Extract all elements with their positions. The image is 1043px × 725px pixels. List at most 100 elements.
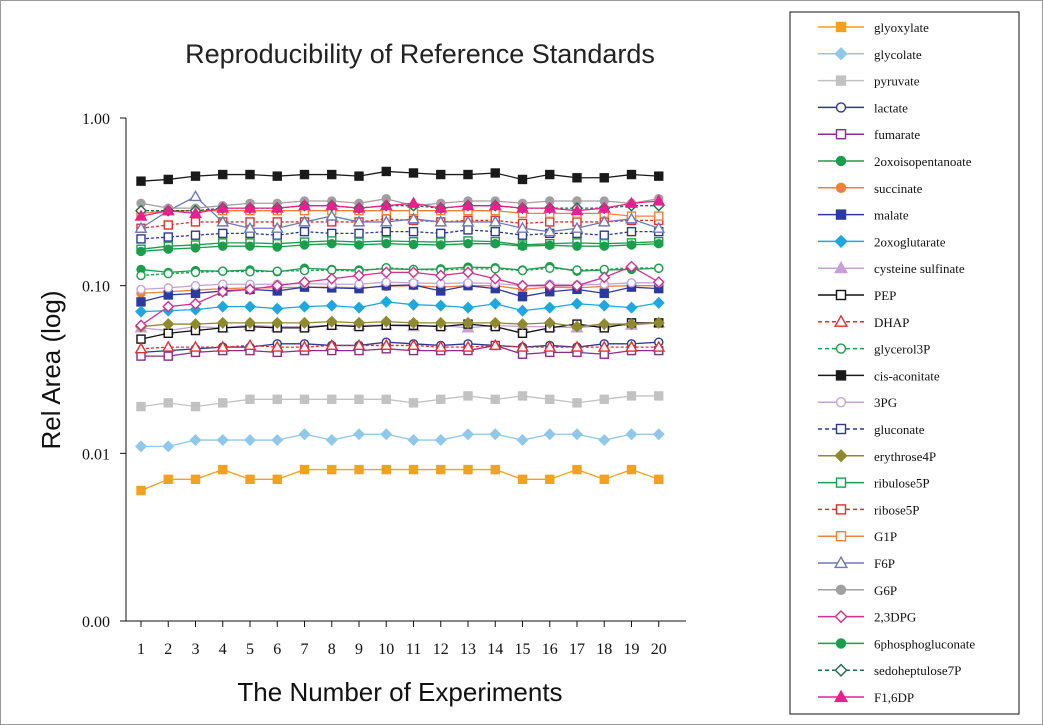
data-point-pyruvate — [545, 394, 555, 405]
legend-entry-malate: malate — [818, 208, 909, 223]
data-point-f6p — [570, 221, 584, 233]
data-point-dhap — [379, 338, 393, 351]
data-point-erythrose4p — [462, 316, 474, 329]
data-point-glycerol3p — [163, 268, 173, 279]
data-point-pyruvate — [408, 398, 419, 408]
data-point-2oxoglutarate — [135, 305, 147, 318]
data-point-glyoxylate — [245, 474, 255, 485]
legend-marker — [835, 397, 847, 408]
x-tick-label: 3 — [192, 641, 200, 658]
data-point-2oxoglutarate — [598, 299, 611, 312]
data-point-6phosphogluconate — [218, 241, 228, 251]
data-point-gluconate — [381, 226, 391, 237]
data-point-erythrose4p — [298, 316, 311, 329]
data-point-dhap — [461, 340, 475, 352]
data-point-f1-6dp — [189, 206, 202, 218]
data-point-erythrose4p — [598, 318, 611, 331]
data-point-pep — [163, 328, 173, 338]
legend-marker — [834, 609, 848, 624]
legend-entry-g6p: G6P — [818, 583, 897, 598]
data-point-glyoxylate — [327, 464, 337, 475]
legend-label: sedoheptulose7P — [874, 663, 961, 678]
data-point-cis-aconitate — [163, 174, 173, 185]
data-point-pyruvate — [517, 391, 528, 401]
data-point-6phosphogluconate — [654, 238, 664, 249]
data-point-f6p — [243, 221, 257, 233]
data-point-gluconate — [626, 226, 637, 237]
data-point-2-3dpg — [162, 300, 175, 313]
data-point-2-3dpg — [244, 283, 256, 296]
data-point-2oxoglutarate — [244, 300, 256, 313]
data-point-f1-6dp — [488, 199, 502, 211]
data-point-erythrose4p — [489, 316, 502, 329]
x-tick-label: 1 — [137, 641, 145, 658]
data-point-glyoxylate — [654, 474, 664, 485]
data-point-cis-aconitate — [136, 176, 146, 186]
data-point-dhap — [216, 340, 230, 352]
data-point-pyruvate — [463, 391, 473, 401]
legend-label: fumarate — [874, 127, 920, 142]
legend-marker — [834, 47, 848, 61]
data-point-2oxoglutarate — [571, 297, 583, 310]
data-point-f6p — [516, 221, 529, 233]
data-point-glycolate — [625, 428, 638, 441]
data-point-glycerol3p — [517, 265, 528, 276]
data-point-cis-aconitate — [354, 171, 364, 181]
data-point-malate — [190, 288, 201, 299]
data-point-glycerol3p — [136, 270, 146, 281]
data-point-dhap — [270, 340, 284, 352]
legend-marker — [835, 477, 847, 488]
data-point-pyruvate — [190, 401, 201, 412]
x-tick-label: 5 — [246, 641, 254, 658]
data-point-glycerol3p — [654, 263, 664, 273]
series-ribulose5p — [136, 236, 664, 254]
data-point-f1-6dp — [270, 201, 284, 213]
data-point-cis-aconitate — [245, 169, 255, 180]
data-point-f6p — [652, 221, 666, 233]
data-point-glycolate — [516, 434, 529, 447]
data-point-pyruvate — [299, 394, 310, 405]
data-point-dhap — [325, 338, 339, 351]
data-point-glyoxylate — [436, 464, 446, 475]
data-point-6phosphogluconate — [626, 240, 637, 250]
data-point-gluconate — [299, 226, 310, 237]
data-point-pyruvate — [136, 401, 146, 412]
data-point-erythrose4p — [652, 316, 665, 329]
x-tick-label: 11 — [406, 641, 421, 658]
legend-label: succinate — [874, 181, 923, 196]
legend-marker — [835, 504, 847, 515]
data-point-erythrose4p — [571, 320, 583, 333]
data-point-pyruvate — [381, 394, 391, 405]
data-point-g1p — [654, 211, 664, 221]
data-point-cis-aconitate — [190, 171, 201, 181]
data-point-glycolate — [271, 434, 284, 447]
y-tick-label: 0.10 — [82, 279, 110, 296]
legend-label: malate — [874, 208, 909, 223]
x-tick-label: 15 — [515, 641, 531, 658]
data-point-erythrose4p — [189, 318, 202, 331]
data-point-dhap — [625, 340, 638, 352]
data-point-glyoxylate — [599, 474, 609, 485]
data-point-dhap — [298, 340, 311, 352]
data-point-glyoxylate — [626, 464, 637, 475]
data-point-f6p — [298, 215, 311, 227]
data-point-cis-aconitate — [218, 169, 228, 180]
data-point-erythrose4p — [162, 318, 175, 331]
data-point-cis-aconitate — [572, 173, 582, 183]
data-point-2oxoglutarate — [516, 304, 529, 317]
data-point-pyruvate — [490, 394, 500, 405]
legend-entry-lactate: lactate — [818, 100, 908, 115]
data-point-dhap — [189, 340, 202, 352]
legend-label: lactate — [874, 100, 908, 115]
data-point-glycerol3p — [299, 265, 310, 276]
data-point-6phosphogluconate — [299, 240, 310, 250]
data-point-2-3dpg — [353, 269, 365, 282]
legend-label: ribose5P — [874, 502, 920, 517]
legend-label: 2oxoisopentanoate — [874, 154, 972, 169]
data-point-dhap — [243, 338, 257, 351]
legend-entry-fumarate: fumarate — [818, 127, 920, 142]
data-point-pyruvate — [327, 394, 337, 405]
legend-marker — [834, 449, 848, 463]
data-point-2oxoglutarate — [543, 301, 556, 314]
